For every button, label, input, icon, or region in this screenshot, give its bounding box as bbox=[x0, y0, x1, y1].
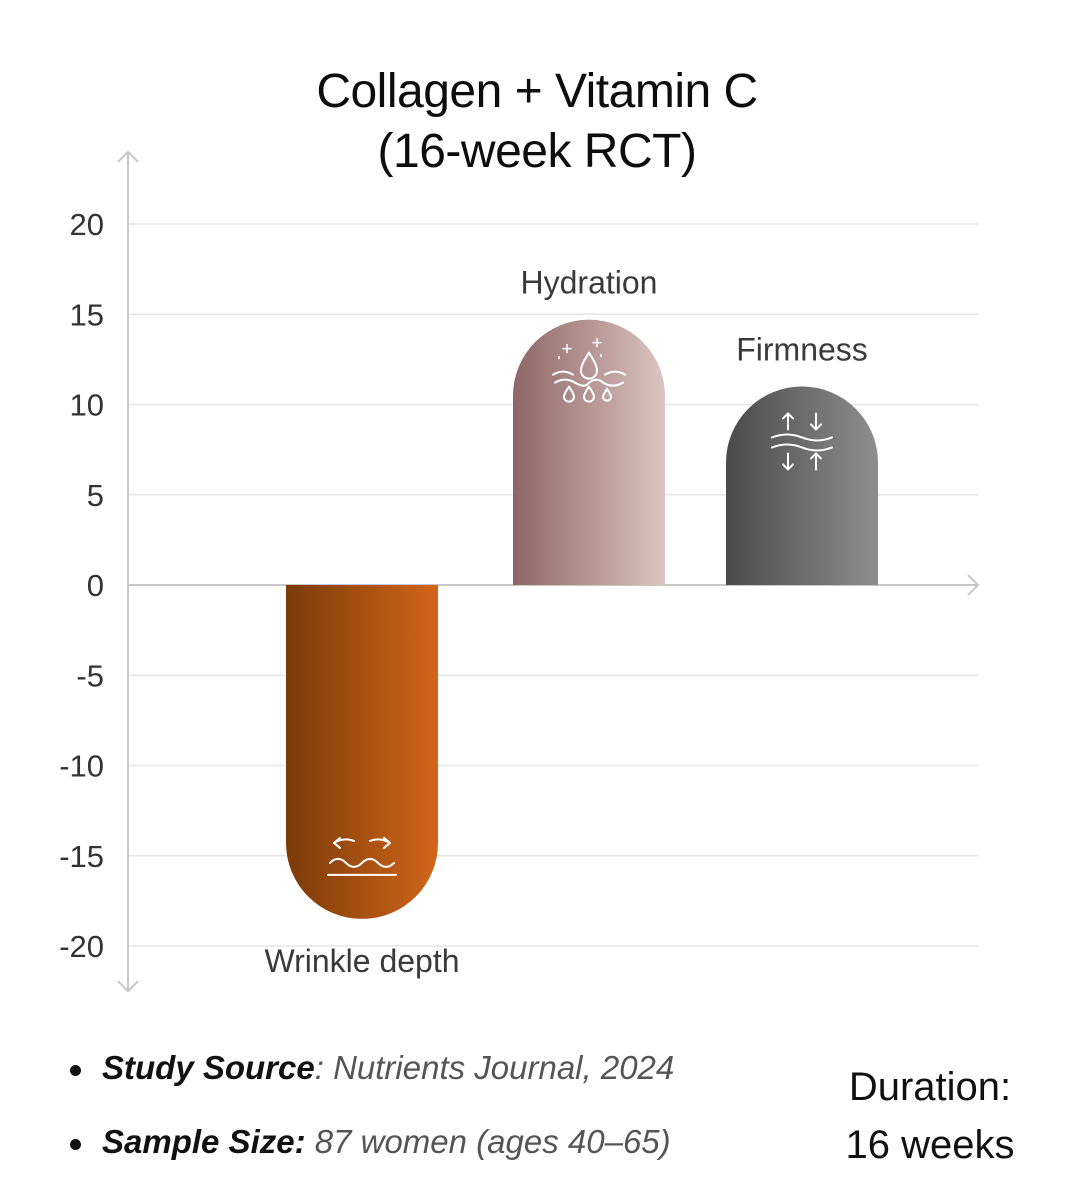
category-label: Wrinkle depth bbox=[264, 943, 459, 979]
category-label: Firmness bbox=[736, 331, 868, 367]
bar-wrinkle-depth bbox=[286, 585, 438, 919]
y-axis-arrow-down bbox=[117, 980, 139, 993]
study-source-value: Nutrients Journal, 2024 bbox=[333, 1049, 675, 1086]
y-tick-label: -20 bbox=[59, 929, 104, 964]
y-tick-label: -10 bbox=[59, 749, 104, 784]
labels: 20 15 10 5 0 -5 -10 -15 -20 Wrinkle depth Hydratio… bbox=[59, 207, 868, 979]
chart-title-line-1: Collagen + Vitamin C bbox=[316, 65, 758, 118]
note-study-source: Study Source: Nutrients Journal, 2024 bbox=[66, 1040, 674, 1114]
y-axis-arrow-up bbox=[117, 150, 139, 163]
y-tick-label: -5 bbox=[76, 658, 104, 693]
bars bbox=[286, 319, 878, 919]
category-label: Hydration bbox=[521, 265, 658, 301]
duration-value: 16 weeks bbox=[845, 1123, 1015, 1167]
sample-size-label: Sample Size: bbox=[102, 1123, 306, 1160]
hydration-droplet-icon bbox=[552, 337, 626, 403]
y-tick-label: 0 bbox=[87, 568, 104, 603]
y-tick-label: 15 bbox=[70, 297, 104, 332]
bar-hydration bbox=[513, 319, 665, 585]
sample-size-value: 87 women (ages 40–65) bbox=[305, 1123, 671, 1160]
x-axis-arrow bbox=[967, 574, 980, 596]
bar-chart: 20 15 10 5 0 -5 -10 -15 -20 Wrinkle depth Hydratio… bbox=[59, 150, 980, 993]
study-notes: Study Source: Nutrients Journal, 2024 Sa… bbox=[66, 1040, 674, 1188]
study-source-separator: : bbox=[314, 1049, 334, 1086]
duration-block: Duration: 16 weeks bbox=[840, 1058, 1020, 1174]
note-sample-size: Sample Size: 87 women (ages 40–65) bbox=[66, 1114, 674, 1188]
chart-title-line-2: (16-week RCT) bbox=[377, 125, 697, 178]
wrinkle-smoothing-icon bbox=[327, 836, 397, 876]
y-tick-label: 20 bbox=[70, 207, 104, 242]
chart-title: Collagen + Vitamin C (16-week RCT) bbox=[0, 62, 1074, 182]
firmness-compress-icon bbox=[771, 412, 833, 471]
y-tick-label: -15 bbox=[59, 839, 104, 874]
y-tick-label: 5 bbox=[87, 478, 104, 513]
y-tick-label: 10 bbox=[70, 388, 104, 423]
study-source-label: Study Source bbox=[102, 1049, 315, 1086]
duration-label: Duration: bbox=[848, 1065, 1012, 1109]
bar-firmness bbox=[726, 386, 878, 585]
